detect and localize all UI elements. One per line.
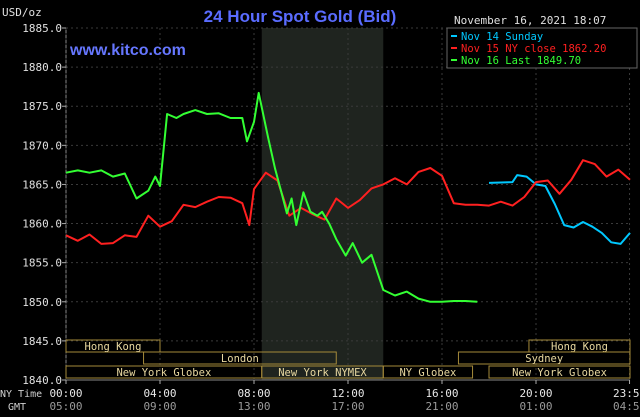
y-tick-label: 1855.0 (22, 257, 62, 270)
chart-title: 24 Hour Spot Gold (Bid) (204, 7, 397, 26)
series-line (65, 159, 631, 245)
y-tick-label: 1885.0 (22, 22, 62, 35)
watermark: www.kitco.com (69, 42, 186, 59)
x-tick-label-ny: 20:00 (519, 387, 552, 400)
market-session-bar (457, 351, 631, 365)
x-tick-label-ny: 23:59 (613, 387, 640, 400)
series-line (488, 174, 631, 245)
market-session-label: New York Globex (116, 367, 211, 379)
x-tick-label-gmt: 09:00 (143, 400, 176, 413)
y-tick-label: 1845.0 (22, 335, 62, 348)
market-sessions: Hong Kong Hong Kong London Sydney New York G… (65, 339, 631, 379)
y-unit-label: USD/oz (2, 6, 42, 19)
market-session-bar (382, 365, 474, 379)
y-tick-label: 1860.0 (22, 218, 62, 231)
y-tick-label: 1865.0 (22, 178, 62, 191)
x-tick-label-gmt: 17:00 (331, 400, 364, 413)
ny-time-row-label: NY Time (0, 389, 42, 400)
legend-label: Nov 15 NY close 1862.20 (461, 43, 606, 55)
y-tick-label: 1850.0 (22, 296, 62, 309)
nymex-session-shade (261, 28, 384, 380)
legend-box (446, 27, 638, 69)
x-tick-label-gmt: 21:00 (425, 400, 458, 413)
y-axis-ticks: 1885.0 1880.0 1875.0 1870.0 1865.0 1860.0 1855… (22, 22, 66, 387)
market-session-bar (488, 365, 631, 379)
price-lines (65, 91, 631, 303)
x-tick-label-ny: 00:00 (49, 387, 82, 400)
x-tick-label-gmt: 05:00 (49, 400, 82, 413)
market-session-bar (143, 351, 337, 365)
y-tick-label: 1880.0 (22, 61, 62, 74)
market-session-bar (65, 339, 161, 353)
market-session-label: Sydney (525, 353, 563, 365)
x-tick-label-ny: 12:00 (331, 387, 364, 400)
y-tick-label: 1840.0 (22, 374, 62, 387)
x-tick-label-ny: 04:00 (143, 387, 176, 400)
legend-label: Nov 14 Sunday (461, 31, 543, 43)
gmt-row-label: GMT (8, 402, 26, 413)
market-session-label: New York Globex (512, 367, 607, 379)
market-session-label: Hong Kong (551, 341, 608, 353)
market-session-label: NY Globex (399, 367, 456, 379)
market-session-label: New York NYMEX (278, 367, 367, 379)
x-tick-label-ny: 16:00 (425, 387, 458, 400)
x-tick-label-gmt: 01:00 (519, 400, 552, 413)
series-line (65, 91, 478, 303)
timestamp: November 16, 2021 18:07 (454, 14, 606, 27)
market-session-label: London (221, 353, 259, 365)
y-tick-label: 1875.0 (22, 100, 62, 113)
x-tick-label-ny: 08:00 (237, 387, 270, 400)
legend-label: Nov 16 Last 1849.70 (461, 55, 581, 67)
y-tick-label: 1870.0 (22, 139, 62, 152)
market-session-label: Hong Kong (85, 341, 142, 353)
x-tick-label-gmt: 13:00 (237, 400, 270, 413)
x-tick-label-gmt: 04:59 (613, 400, 640, 413)
